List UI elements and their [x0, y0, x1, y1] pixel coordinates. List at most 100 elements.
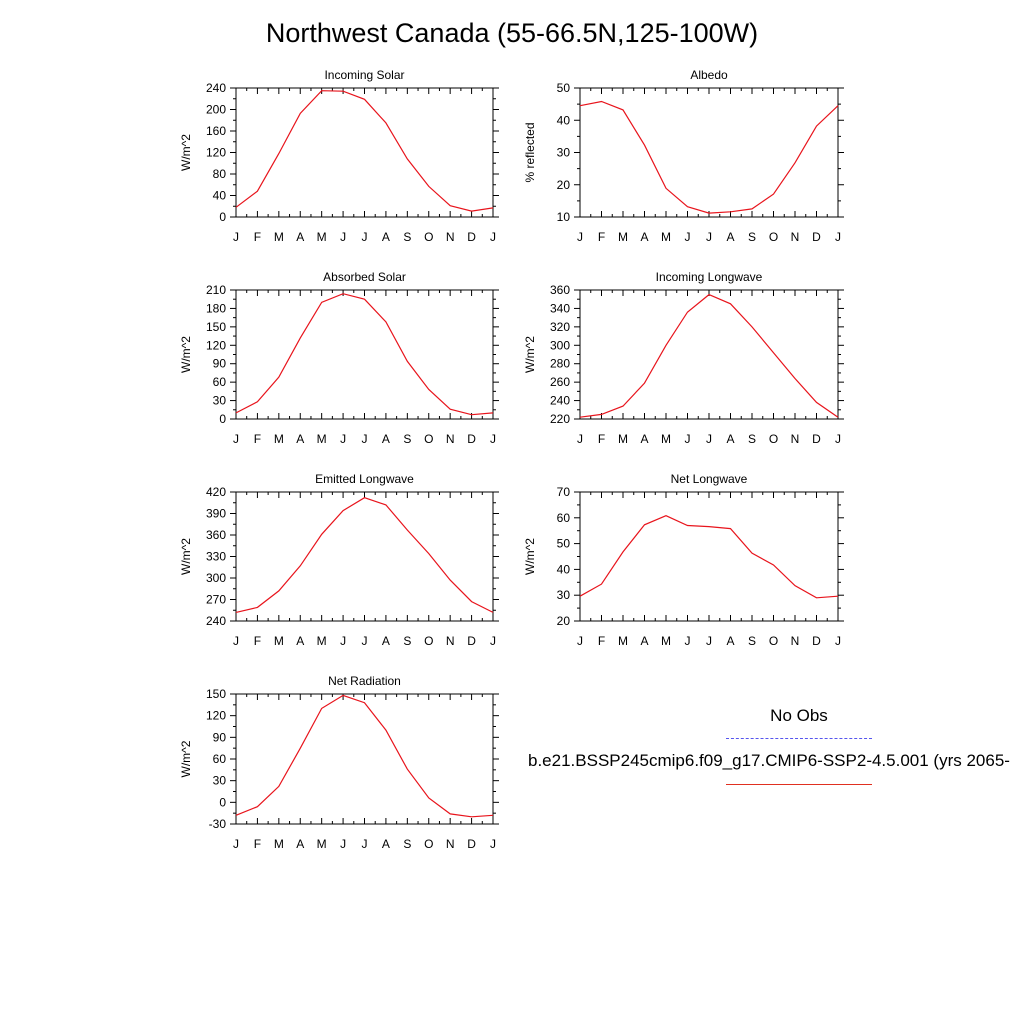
y-tick-label: 330 — [206, 550, 226, 564]
plot-frame — [579, 87, 839, 218]
panel-title: Absorbed Solar — [323, 270, 406, 284]
series-line — [235, 497, 494, 613]
y-tick-label: 120 — [206, 709, 226, 723]
x-tick-label: N — [791, 432, 800, 446]
x-tick-label: A — [382, 837, 390, 851]
y-tick-label: 60 — [213, 752, 227, 766]
x-tick-label: A — [726, 432, 734, 446]
y-tick-label: 40 — [213, 189, 227, 203]
y-tick-label: 60 — [213, 375, 227, 389]
x-tick-label: O — [424, 230, 433, 244]
y-tick-label: 30 — [213, 394, 227, 408]
plot-frame — [235, 693, 494, 825]
y-tick-label: 360 — [206, 528, 226, 542]
x-tick-label: M — [317, 837, 327, 851]
y-tick-label: 80 — [213, 167, 227, 181]
panel-title: Net Longwave — [671, 472, 748, 486]
x-tick-label: D — [812, 634, 821, 648]
y-tick-label: 200 — [206, 103, 226, 117]
x-tick-label: J — [685, 634, 691, 648]
x-tick-label: O — [424, 432, 433, 446]
x-tick-label: J — [685, 432, 691, 446]
x-tick-label: J — [340, 432, 346, 446]
x-tick-label: M — [618, 432, 628, 446]
y-tick-label: 60 — [557, 511, 571, 525]
x-tick-label: O — [769, 634, 778, 648]
x-tick-label: J — [340, 634, 346, 648]
y-tick-label: 240 — [206, 81, 226, 95]
plot-frame — [579, 289, 839, 420]
y-tick-label: 0 — [219, 210, 226, 224]
x-tick-label: J — [340, 230, 346, 244]
x-tick-label: O — [424, 837, 433, 851]
x-tick-label: A — [640, 230, 648, 244]
y-axis-label: W/m^2 — [179, 740, 193, 777]
x-tick-label: J — [233, 634, 239, 648]
x-tick-label: J — [362, 432, 368, 446]
x-tick-label: A — [640, 432, 648, 446]
y-tick-label: 50 — [557, 537, 571, 551]
x-tick-label: J — [233, 432, 239, 446]
y-tick-label: 150 — [206, 687, 226, 701]
x-tick-label: J — [835, 230, 841, 244]
x-tick-label: D — [812, 230, 821, 244]
y-tick-label: 40 — [557, 113, 571, 127]
x-tick-label: M — [274, 837, 284, 851]
x-tick-label: A — [296, 837, 304, 851]
x-tick-label: N — [791, 634, 800, 648]
x-tick-label: N — [446, 432, 455, 446]
x-tick-label: F — [598, 230, 605, 244]
y-tick-label: 30 — [557, 146, 571, 160]
x-tick-label: J — [490, 432, 496, 446]
y-tick-label: 420 — [206, 485, 226, 499]
x-tick-label: A — [296, 432, 304, 446]
y-tick-label: 0 — [219, 795, 226, 809]
y-tick-label: 20 — [557, 614, 571, 628]
x-tick-label: F — [254, 634, 261, 648]
x-tick-label: J — [490, 634, 496, 648]
x-tick-label: J — [233, 837, 239, 851]
plot-frame — [235, 289, 494, 420]
x-tick-label: A — [726, 634, 734, 648]
y-tick-label: 90 — [213, 730, 227, 744]
y-tick-label: -30 — [209, 817, 227, 831]
y-tick-label: 160 — [206, 124, 226, 138]
x-tick-label: A — [296, 634, 304, 648]
x-tick-label: S — [403, 837, 411, 851]
x-tick-label: S — [748, 432, 756, 446]
x-tick-label: J — [577, 230, 583, 244]
x-tick-label: J — [706, 634, 712, 648]
y-tick-label: 180 — [206, 301, 226, 315]
x-tick-label: M — [317, 230, 327, 244]
x-tick-label: F — [598, 634, 605, 648]
y-tick-label: 30 — [557, 588, 571, 602]
y-tick-label: 390 — [206, 507, 226, 521]
plot-frame — [579, 491, 839, 622]
x-tick-label: S — [403, 230, 411, 244]
x-tick-label: J — [706, 230, 712, 244]
panel-title: Albedo — [690, 68, 728, 82]
y-tick-label: 240 — [206, 614, 226, 628]
plot-frame — [235, 87, 494, 218]
y-tick-label: 280 — [550, 357, 570, 371]
y-tick-label: 260 — [550, 375, 570, 389]
y-tick-label: 90 — [213, 357, 227, 371]
x-tick-label: J — [577, 634, 583, 648]
x-tick-label: N — [446, 837, 455, 851]
series-line — [579, 100, 839, 214]
y-tick-label: 340 — [550, 301, 570, 315]
x-tick-label: J — [362, 837, 368, 851]
x-tick-label: J — [362, 230, 368, 244]
x-tick-label: M — [661, 634, 671, 648]
x-tick-label: D — [467, 230, 476, 244]
x-tick-label: A — [296, 230, 304, 244]
x-tick-label: J — [685, 230, 691, 244]
x-tick-label: M — [274, 634, 284, 648]
x-tick-label: N — [446, 230, 455, 244]
legend-obs-line — [726, 738, 872, 739]
y-axis-label: W/m^2 — [179, 336, 193, 373]
